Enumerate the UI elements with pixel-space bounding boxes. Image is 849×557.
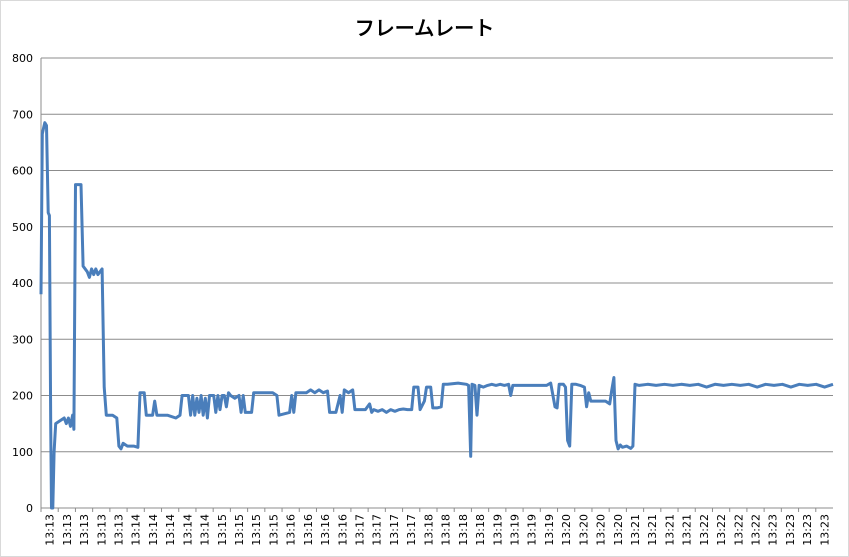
y-tick-label: 800 (12, 52, 33, 65)
x-tick-label: 13:19 (508, 514, 521, 546)
x-tick-label: 13:18 (422, 514, 435, 546)
x-tick-label: 13:23 (767, 514, 780, 546)
x-tick-label: 13:20 (577, 514, 590, 546)
x-tick-label: 13:16 (336, 514, 349, 546)
x-tick-label: 13:22 (715, 514, 728, 546)
y-tick-label: 700 (12, 108, 33, 121)
x-tick-label: 13:22 (732, 514, 745, 546)
x-tick-label: 13:17 (405, 514, 418, 546)
x-tick-label: 13:20 (612, 514, 625, 546)
x-tick-label: 13:13 (78, 514, 91, 546)
x-tick-label: 13:13 (44, 514, 57, 546)
x-tick-label: 13:22 (698, 514, 711, 546)
x-tick-label: 13:17 (354, 514, 367, 546)
x-tick-label: 13:15 (216, 514, 229, 546)
x-tick-label: 13:14 (130, 514, 143, 546)
x-tick-label: 13:19 (543, 514, 556, 546)
x-tick-label: 13:13 (61, 514, 74, 546)
y-tick-label: 200 (12, 390, 33, 403)
x-tick-label: 13:23 (784, 514, 797, 546)
x-tick-label: 13:17 (371, 514, 384, 546)
y-tick-label: 300 (12, 333, 33, 346)
x-tick-label: 13:20 (560, 514, 573, 546)
x-tick-label: 13:16 (319, 514, 332, 546)
y-tick-label: 500 (12, 221, 33, 234)
x-tick-label: 13:14 (199, 514, 212, 546)
x-tick-label: 13:23 (801, 514, 814, 546)
y-tick-label: 600 (12, 165, 33, 178)
x-tick-label: 13:14 (147, 514, 160, 546)
x-tick-label: 13:22 (750, 514, 763, 546)
x-tick-label: 13:21 (681, 514, 694, 546)
x-tick-label: 13:15 (233, 514, 246, 546)
x-tick-label: 13:15 (250, 514, 263, 546)
x-tick-label: 13:18 (474, 514, 487, 546)
x-tick-label: 13:16 (302, 514, 315, 546)
x-tick-label: 13:21 (629, 514, 642, 546)
x-tick-label: 13:16 (285, 514, 298, 546)
chart-title: フレームレート (354, 16, 495, 40)
x-tick-label: 13:13 (95, 514, 108, 546)
y-tick-label: 400 (12, 277, 33, 290)
y-tick-label: 100 (12, 446, 33, 459)
x-tick-label: 13:18 (457, 514, 470, 546)
x-tick-label: 13:17 (388, 514, 401, 546)
x-tick-label: 13:13 (112, 514, 125, 546)
x-tick-label: 13:15 (267, 514, 280, 546)
x-tick-label: 13:18 (440, 514, 453, 546)
x-tick-label: 13:21 (663, 514, 676, 546)
y-tick-label: 0 (26, 502, 33, 515)
x-tick-label: 13:19 (526, 514, 539, 546)
series-line (39, 121, 834, 510)
x-tick-label: 13:14 (181, 514, 194, 546)
x-tick-label: 13:20 (595, 514, 608, 546)
x-tick-label: 13:14 (164, 514, 177, 546)
x-tick-label: 13:23 (818, 514, 831, 546)
x-tick-label: 13:19 (491, 514, 504, 546)
x-tick-label: 13:21 (646, 514, 659, 546)
